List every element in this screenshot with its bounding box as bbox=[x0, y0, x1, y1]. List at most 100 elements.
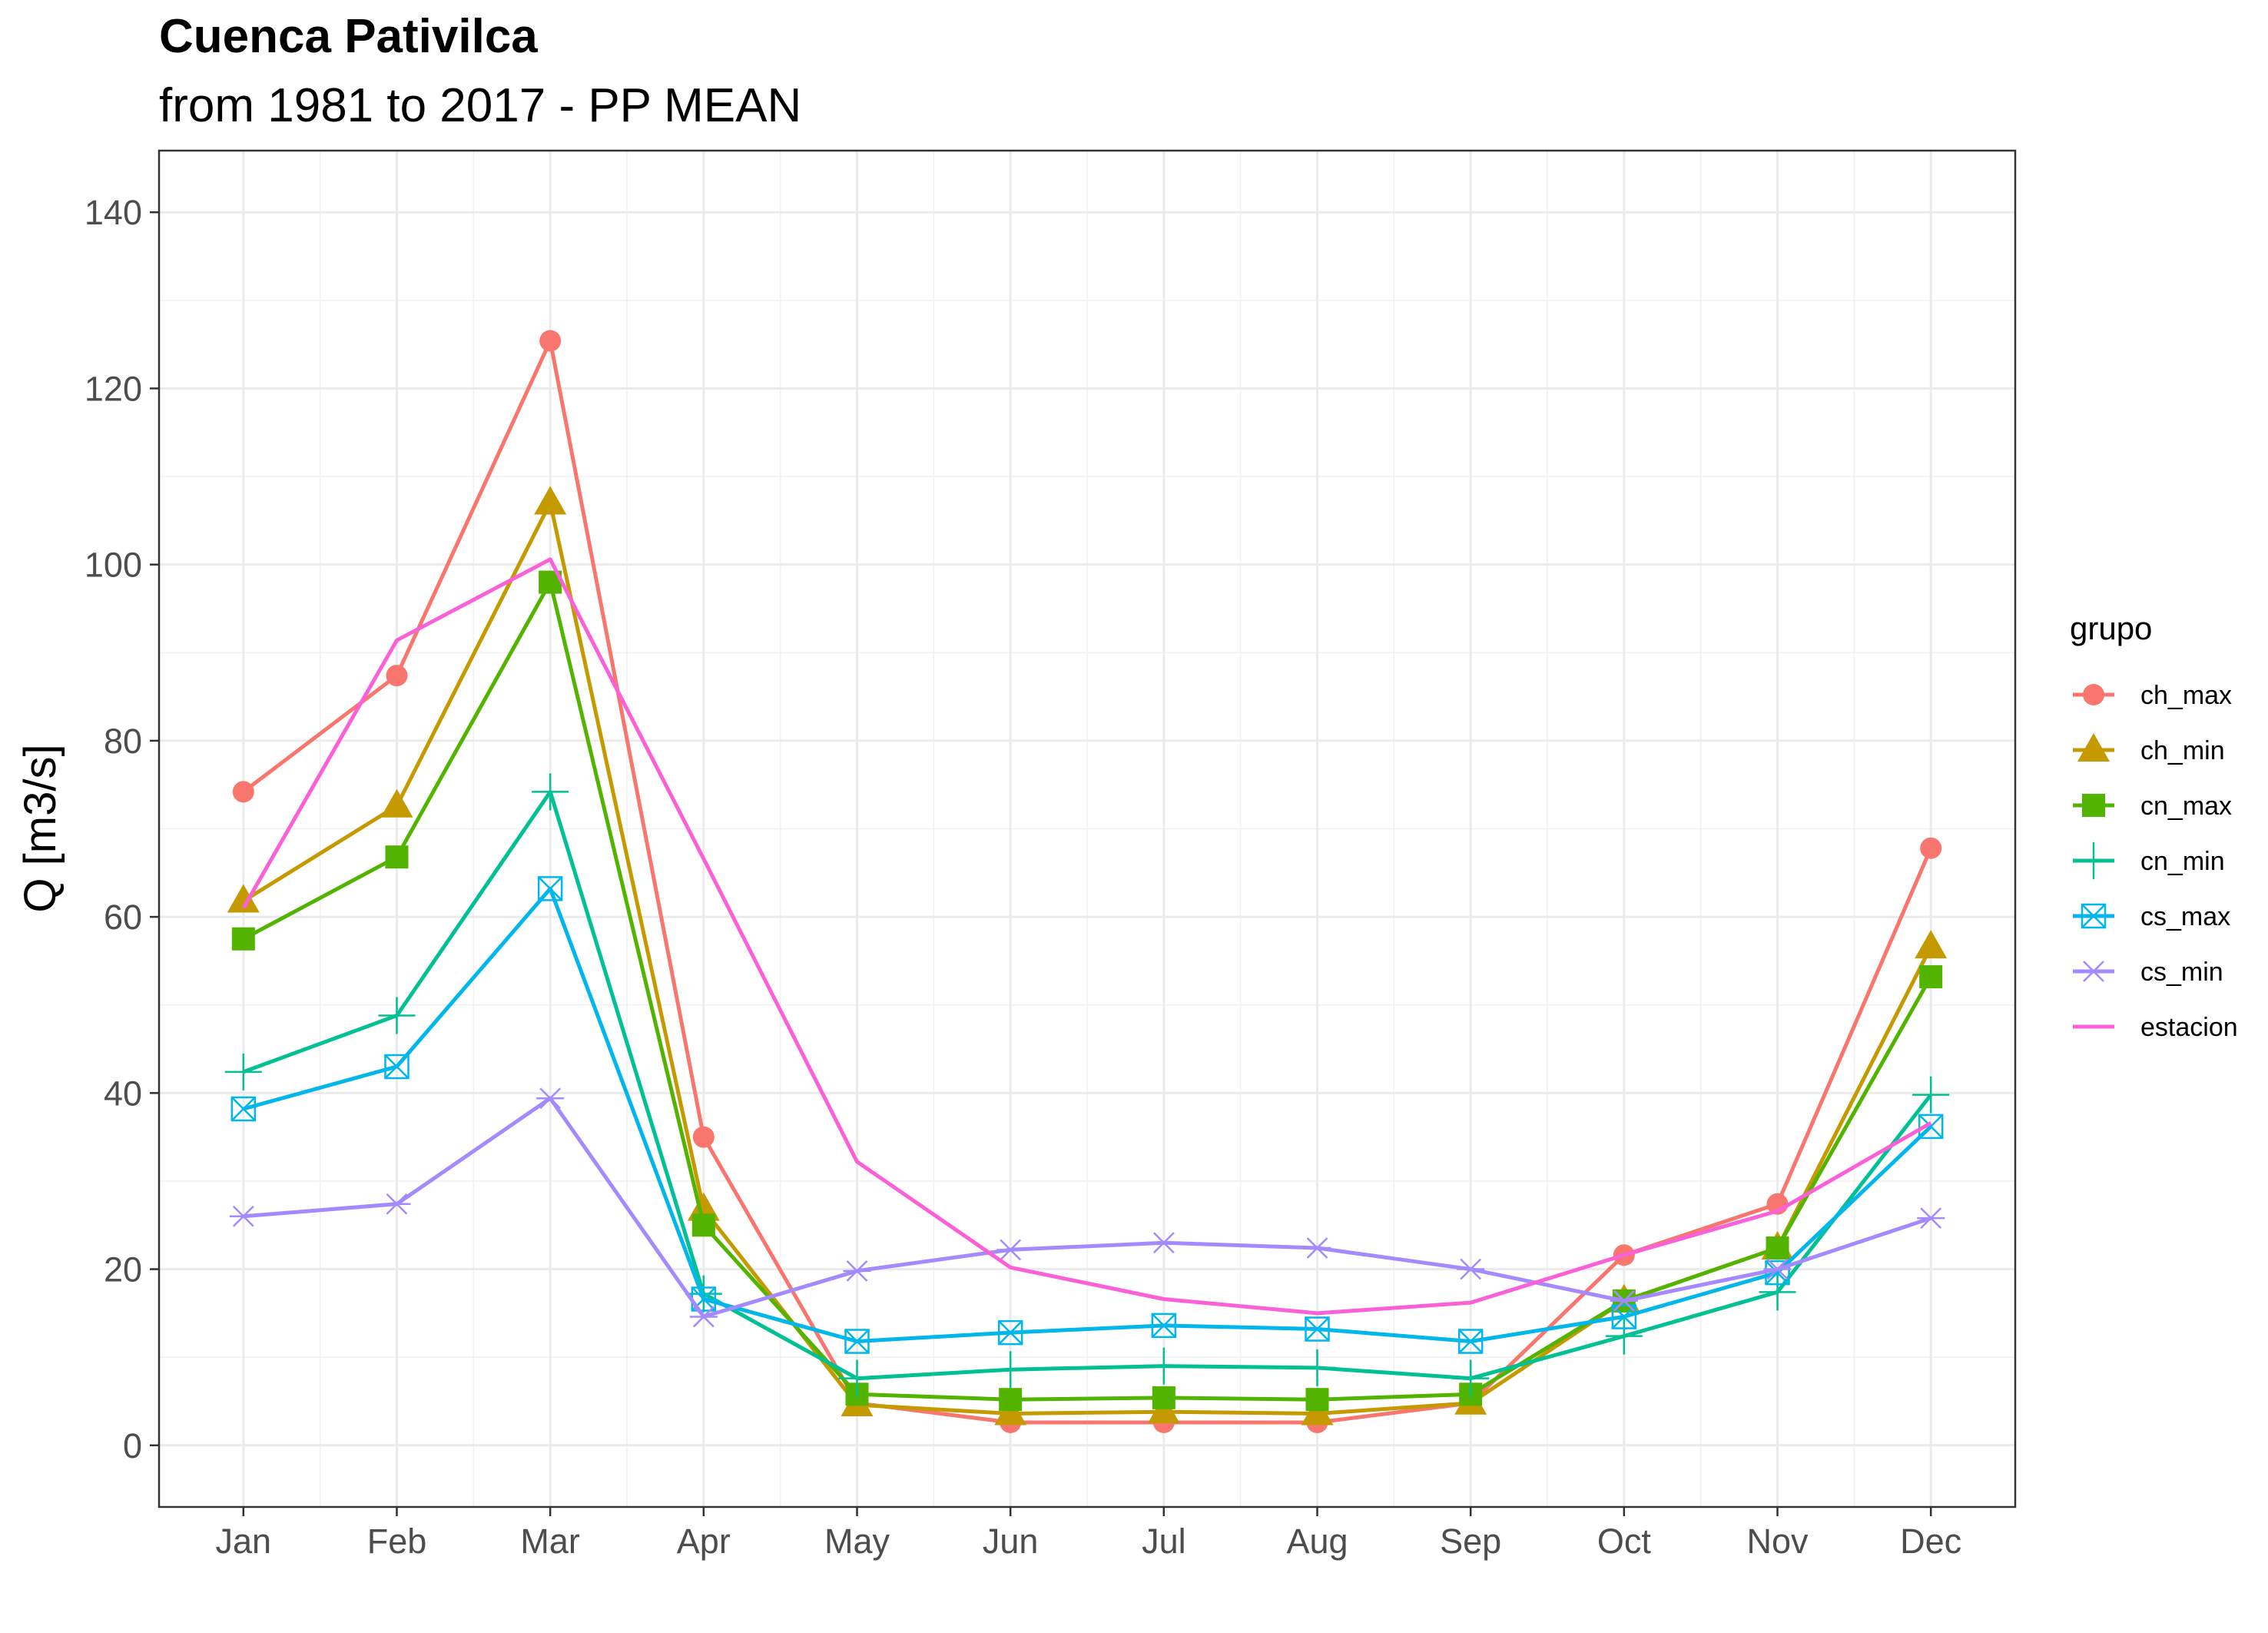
data-point-cn_max bbox=[231, 927, 255, 951]
data-point-ch_min bbox=[227, 884, 260, 913]
x-tick-label: Jan bbox=[216, 1522, 272, 1561]
data-point-cn_max bbox=[999, 1388, 1023, 1412]
legend-label: cs_max bbox=[2140, 902, 2230, 931]
legend-label: ch_max bbox=[2140, 681, 2232, 710]
x-tick-label: Nov bbox=[1746, 1522, 1809, 1561]
data-point-cn_max bbox=[691, 1213, 715, 1237]
legend: grupo ch_max ch_min cn_max cn_min cs_max cs_m… bbox=[2070, 610, 2238, 1042]
data-point-cs_min bbox=[383, 1193, 411, 1215]
data-point-cs_max bbox=[1305, 1316, 1330, 1342]
x-tick-label: Apr bbox=[677, 1522, 731, 1561]
data-point-cn_min bbox=[992, 1351, 1030, 1389]
series-layer bbox=[224, 330, 1950, 1433]
data-point-cn_max bbox=[1919, 965, 1943, 989]
data-point-cn_min bbox=[1912, 1076, 1950, 1114]
grid-minor bbox=[159, 151, 2015, 1507]
legend-key-marker bbox=[2077, 733, 2110, 762]
data-point-cs_min bbox=[843, 1260, 871, 1282]
series-line-cn_min bbox=[242, 789, 1933, 1381]
data-point-cs_max bbox=[1457, 1329, 1484, 1354]
x-tick-label: Aug bbox=[1286, 1522, 1348, 1561]
legend-label: cs_min bbox=[2140, 958, 2223, 987]
data-point-cs_min bbox=[1917, 1207, 1945, 1229]
data-point-cn_max bbox=[385, 845, 409, 869]
legend-item-cn_min: cn_min bbox=[2073, 842, 2225, 879]
y-tick-label: 60 bbox=[104, 898, 142, 937]
data-point-cs_max bbox=[844, 1329, 870, 1354]
data-point-cn_min bbox=[1298, 1349, 1336, 1386]
y-tick-label: 0 bbox=[123, 1426, 142, 1465]
legend-item-cn_max: cn_max bbox=[2073, 792, 2232, 821]
series-cs_min bbox=[229, 1087, 1945, 1328]
y-tick-label: 20 bbox=[104, 1250, 142, 1289]
x-axis: Jan Feb Mar Apr May Jun Jul Aug Sep Oct Nov Dec bbox=[216, 1507, 1961, 1561]
data-point-cs_min bbox=[996, 1239, 1025, 1261]
data-point-cs_min bbox=[536, 1087, 565, 1110]
legend-label: cn_min bbox=[2140, 847, 2225, 876]
data-point-cn_min bbox=[378, 997, 416, 1034]
data-point-ch_min bbox=[534, 486, 567, 515]
data-point-cs_max bbox=[1151, 1313, 1177, 1339]
legend-key-marker bbox=[2081, 903, 2107, 929]
chart-title: Cuenca Pativilca bbox=[159, 10, 538, 63]
y-tick-label: 120 bbox=[85, 369, 142, 408]
x-tick-label: Jun bbox=[983, 1522, 1039, 1561]
data-point-cs_max bbox=[997, 1319, 1023, 1346]
data-point-ch_min bbox=[1915, 930, 1948, 959]
grid-major bbox=[159, 151, 2015, 1507]
data-point-cn_max bbox=[1305, 1388, 1329, 1412]
data-point-cn_max bbox=[1766, 1236, 1789, 1260]
data-point-cs_max bbox=[537, 876, 563, 901]
legend-item-ch_max: ch_max bbox=[2073, 681, 2232, 710]
data-point-ch_max bbox=[539, 330, 562, 352]
series-line-estacion bbox=[241, 557, 1932, 1316]
data-point-cs_min bbox=[1149, 1232, 1178, 1254]
series-line-cs_max bbox=[243, 886, 1932, 1343]
data-point-cs_max bbox=[230, 1096, 257, 1122]
legend-key-marker bbox=[2083, 684, 2104, 705]
legend-title: grupo bbox=[2070, 610, 2152, 646]
series-line-cs_min bbox=[243, 1096, 1931, 1319]
y-tick-label: 140 bbox=[85, 193, 142, 232]
data-point-cn_min bbox=[838, 1359, 876, 1397]
data-point-cn_min bbox=[224, 1053, 262, 1090]
data-point-ch_max bbox=[232, 781, 254, 803]
legend-item-cs_max: cs_max bbox=[2073, 902, 2230, 931]
data-point-ch_max bbox=[692, 1126, 715, 1148]
x-tick-label: Mar bbox=[520, 1522, 580, 1561]
x-tick-label: May bbox=[824, 1522, 890, 1561]
data-point-cs_min bbox=[1457, 1258, 1485, 1280]
legend-label: estacion bbox=[2140, 1013, 2238, 1042]
series-estacion bbox=[241, 557, 1932, 1316]
y-tick-label: 40 bbox=[104, 1074, 142, 1113]
legend-label: cn_max bbox=[2140, 792, 2232, 821]
legend-item-cs_min: cs_min bbox=[2073, 958, 2223, 987]
chart-subtitle: from 1981 to 2017 - PP MEAN bbox=[159, 79, 801, 132]
data-point-cn_min bbox=[1759, 1273, 1796, 1311]
data-point-cn_min bbox=[1452, 1359, 1490, 1397]
data-point-cn_min bbox=[1145, 1347, 1182, 1385]
data-point-cs_max bbox=[384, 1054, 410, 1080]
legend-label: ch_min bbox=[2140, 736, 2225, 765]
x-tick-label: Oct bbox=[1597, 1522, 1652, 1561]
data-point-cn_min bbox=[532, 773, 569, 811]
series-line-cn_max bbox=[242, 580, 1933, 1402]
legend-item-estacion: estacion bbox=[2073, 1013, 2238, 1042]
data-point-ch_max bbox=[386, 665, 408, 687]
y-axis-label: Q [m3/s] bbox=[15, 744, 65, 912]
y-tick-label: 80 bbox=[104, 722, 142, 761]
x-tick-label: Jul bbox=[1142, 1522, 1186, 1561]
data-point-ch_min bbox=[380, 788, 413, 818]
legend-item-ch_min: ch_min bbox=[2073, 733, 2225, 765]
data-point-cs_min bbox=[1610, 1289, 1638, 1312]
legend-key-marker bbox=[2080, 961, 2107, 982]
x-tick-label: Dec bbox=[1900, 1522, 1961, 1561]
data-point-cs_min bbox=[689, 1306, 718, 1328]
y-axis: 0 20 40 60 80 100 120 140 bbox=[85, 193, 159, 1465]
x-tick-label: Sep bbox=[1440, 1522, 1501, 1561]
series-cs_max bbox=[230, 876, 1944, 1354]
data-point-ch_max bbox=[1920, 837, 1942, 859]
legend-key-marker bbox=[2082, 794, 2105, 817]
data-point-cs_min bbox=[229, 1205, 257, 1227]
